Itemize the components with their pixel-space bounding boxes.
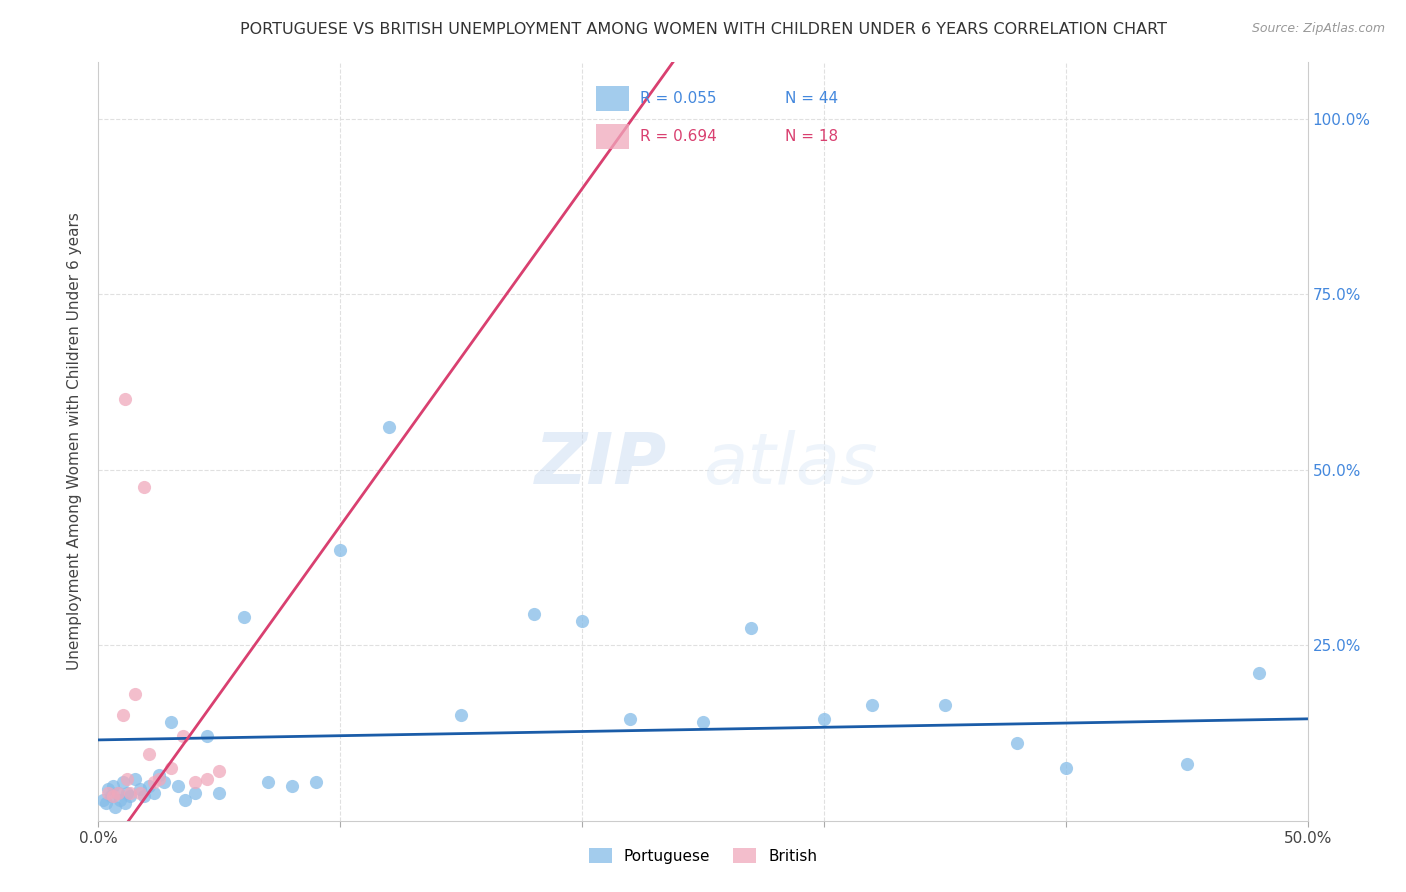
- Point: [111, 708, 134, 723]
- Point: [256, 775, 278, 789]
- Y-axis label: Unemployment Among Women with Children Under 6 years: Unemployment Among Women with Children U…: [67, 212, 83, 671]
- Point: [117, 786, 139, 800]
- Text: ZIP: ZIP: [534, 430, 666, 499]
- Point: [138, 779, 160, 793]
- Point: [523, 607, 546, 621]
- Point: [114, 796, 136, 810]
- Point: [160, 761, 183, 775]
- Text: atlas: atlas: [703, 430, 877, 499]
- Text: Source: ZipAtlas.com: Source: ZipAtlas.com: [1251, 22, 1385, 36]
- Point: [1175, 757, 1198, 772]
- Point: [450, 708, 472, 723]
- Point: [111, 775, 134, 789]
- Point: [134, 480, 156, 494]
- Point: [134, 789, 156, 803]
- Point: [143, 775, 166, 789]
- Legend: Portuguese, British: Portuguese, British: [582, 842, 824, 870]
- Point: [1249, 666, 1271, 681]
- Point: [143, 786, 166, 800]
- Point: [934, 698, 956, 712]
- Point: [128, 786, 150, 800]
- Point: [305, 775, 328, 789]
- Point: [208, 764, 231, 779]
- Point: [91, 792, 114, 806]
- Point: [124, 772, 146, 786]
- Point: [184, 786, 207, 800]
- Point: [692, 715, 714, 730]
- Point: [100, 789, 122, 803]
- Point: [107, 786, 129, 800]
- Point: [108, 792, 131, 806]
- Point: [619, 712, 641, 726]
- Point: [195, 730, 218, 744]
- Point: [1007, 736, 1029, 750]
- Point: [117, 772, 139, 786]
- Point: [571, 614, 593, 628]
- Point: [1054, 761, 1077, 775]
- Point: [329, 543, 352, 558]
- Point: [167, 779, 190, 793]
- Point: [124, 687, 146, 701]
- Point: [114, 392, 136, 407]
- Point: [813, 712, 835, 726]
- Point: [138, 747, 160, 761]
- Point: [148, 772, 170, 786]
- Point: [184, 775, 207, 789]
- Point: [101, 789, 124, 803]
- Text: PORTUGUESE VS BRITISH UNEMPLOYMENT AMONG WOMEN WITH CHILDREN UNDER 6 YEARS CORRE: PORTUGUESE VS BRITISH UNEMPLOYMENT AMONG…: [239, 22, 1167, 37]
- Point: [118, 789, 141, 803]
- Point: [860, 698, 883, 712]
- Point: [152, 775, 174, 789]
- Point: [740, 621, 762, 635]
- Point: [281, 779, 304, 793]
- Point: [118, 786, 141, 800]
- Point: [101, 779, 124, 793]
- Point: [107, 786, 129, 800]
- Point: [172, 730, 194, 744]
- Point: [97, 786, 120, 800]
- Point: [377, 420, 399, 434]
- Point: [94, 796, 117, 810]
- Point: [148, 768, 170, 782]
- Point: [104, 799, 127, 814]
- Point: [208, 786, 231, 800]
- Point: [195, 772, 218, 786]
- Point: [160, 715, 183, 730]
- Point: [97, 782, 120, 797]
- Point: [128, 782, 150, 797]
- Point: [174, 792, 197, 806]
- Point: [232, 610, 254, 624]
